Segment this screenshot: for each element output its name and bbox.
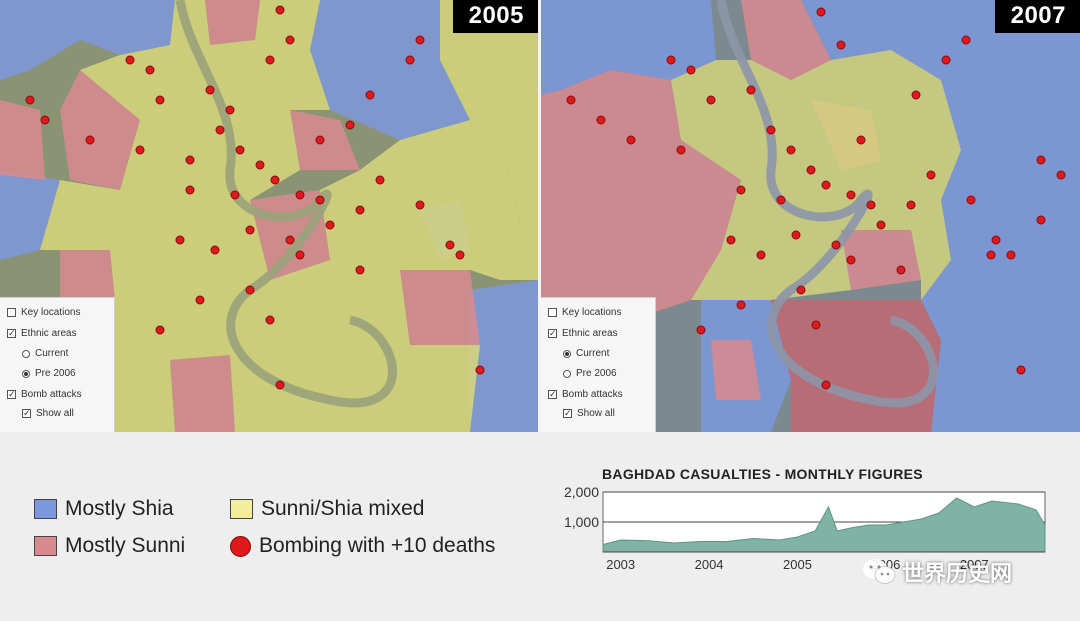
current-radio[interactable] bbox=[22, 349, 30, 358]
current-option[interactable]: Current bbox=[22, 348, 68, 359]
current-label: Current bbox=[35, 348, 69, 359]
year-label: 2005 bbox=[452, 0, 538, 33]
tigris-river bbox=[175, 0, 397, 408]
show-all-checkbox[interactable]: ✓ bbox=[563, 408, 572, 418]
map-2007: 2007 Key locations ✓ Ethnic areas Curren… bbox=[541, 0, 1080, 432]
legend-label-bombing: Bombing with +10 deaths bbox=[259, 534, 496, 557]
mixed-swatch bbox=[230, 499, 253, 519]
show-all-label: Show all bbox=[36, 408, 74, 419]
year-label: 2007 bbox=[994, 0, 1080, 33]
casualties-area bbox=[602, 497, 1046, 553]
ethnic-areas-label: Ethnic areas bbox=[562, 328, 618, 339]
key-locations-toggle[interactable]: Key locations bbox=[7, 307, 80, 318]
map-controls: Key locations ✓ Ethnic areas Current Pre… bbox=[541, 297, 656, 432]
x-tick-label: 2003 bbox=[606, 557, 635, 572]
watermark-text: 世界历史网 bbox=[902, 561, 1013, 586]
ethnic-areas-checkbox[interactable]: ✓ bbox=[548, 328, 557, 338]
chart-title: BAGHDAD CASUALTIES - MONTHLY FIGURES bbox=[602, 466, 923, 482]
bomb-markers-2005 bbox=[25, 5, 485, 390]
pre-2006-option[interactable]: Pre 2006 bbox=[22, 368, 76, 379]
x-tick-label: 2004 bbox=[695, 557, 724, 572]
panel-divider bbox=[538, 0, 541, 432]
bomb-attacks-checkbox[interactable]: ✓ bbox=[548, 389, 557, 399]
bombing-dot-icon bbox=[230, 535, 251, 557]
sunni-area bbox=[60, 70, 140, 190]
legend-item-sunni: Mostly Sunni bbox=[34, 534, 185, 558]
key-locations-toggle[interactable]: Key locations bbox=[548, 307, 621, 318]
current-label: Current bbox=[576, 348, 610, 359]
x-tick-label: 2007 bbox=[960, 557, 989, 572]
x-tick-label: 2005 bbox=[783, 557, 812, 572]
y-tick-label: 2,000 bbox=[564, 484, 599, 500]
bomb-attacks-toggle[interactable]: ✓ Bomb attacks bbox=[7, 389, 82, 400]
key-locations-label: Key locations bbox=[21, 307, 81, 318]
shia-area bbox=[0, 0, 175, 80]
sunni-area bbox=[170, 355, 235, 432]
show-all-toggle[interactable]: ✓ Show all bbox=[22, 408, 74, 419]
legend-label-sunni: Mostly Sunni bbox=[65, 534, 186, 557]
show-all-label: Show all bbox=[577, 408, 615, 419]
watermark: 世界历史网 bbox=[862, 556, 1012, 588]
sunni-area bbox=[711, 340, 761, 400]
current-option[interactable]: Current bbox=[563, 348, 609, 359]
bomb-attacks-label: Bomb attacks bbox=[562, 389, 623, 400]
legend-label-mixed: Sunni/Shia mixed bbox=[261, 497, 425, 520]
shia-area bbox=[310, 0, 470, 140]
mixed-area bbox=[671, 50, 961, 300]
key-locations-checkbox[interactable] bbox=[548, 308, 557, 317]
mixed-area bbox=[40, 0, 520, 432]
ethnic-areas-toggle[interactable]: ✓ Ethnic areas bbox=[548, 328, 618, 339]
wechat-icon bbox=[863, 559, 896, 584]
current-radio[interactable] bbox=[563, 349, 571, 358]
pre-2006-option[interactable]: Pre 2006 bbox=[563, 368, 617, 379]
ethnic-areas-checkbox[interactable]: ✓ bbox=[7, 328, 16, 338]
y-tick-label: 1,000 bbox=[564, 514, 599, 530]
sunni-area bbox=[290, 110, 360, 170]
ethnic-areas-toggle[interactable]: ✓ Ethnic areas bbox=[7, 328, 77, 339]
legend-item-bombing: Bombing with +10 deaths bbox=[230, 534, 495, 558]
bomb-attacks-toggle[interactable]: ✓ Bomb attacks bbox=[548, 389, 623, 400]
map-controls: Key locations ✓ Ethnic areas Current Pre… bbox=[0, 297, 115, 432]
pre-2006-radio[interactable] bbox=[563, 369, 571, 378]
shia-swatch bbox=[34, 499, 57, 519]
shia-area bbox=[470, 280, 538, 432]
sunni-area bbox=[60, 250, 115, 300]
baghdad-map-2007 bbox=[541, 0, 1080, 432]
ethnic-areas-label: Ethnic areas bbox=[21, 328, 77, 339]
bomb-attacks-checkbox[interactable]: ✓ bbox=[7, 389, 16, 399]
shia-area bbox=[0, 170, 60, 260]
bomb-markers-2007 bbox=[566, 7, 1066, 390]
tigris-river bbox=[716, 0, 938, 408]
map-legend: Mostly Shia Mostly Sunni Sunni/Shia mixe… bbox=[34, 490, 554, 570]
bomb-attacks-label: Bomb attacks bbox=[21, 389, 82, 400]
sunni-area bbox=[400, 270, 480, 345]
sunni-area bbox=[0, 100, 45, 180]
legend-item-mixed: Sunni/Shia mixed bbox=[230, 497, 424, 521]
show-all-toggle[interactable]: ✓ Show all bbox=[563, 408, 615, 419]
legend-label-shia: Mostly Shia bbox=[65, 497, 174, 520]
sunni-area bbox=[541, 70, 741, 320]
sunni-area bbox=[205, 0, 260, 45]
key-locations-label: Key locations bbox=[562, 307, 622, 318]
mixed-area bbox=[440, 0, 538, 280]
shia-area bbox=[801, 0, 1080, 432]
legend-item-shia: Mostly Shia bbox=[34, 497, 174, 521]
sunni-area bbox=[841, 230, 921, 290]
sunni-area bbox=[741, 0, 831, 80]
pre-2006-label: Pre 2006 bbox=[35, 368, 76, 379]
sunni-swatch bbox=[34, 536, 57, 556]
pre-2006-radio[interactable] bbox=[22, 369, 30, 378]
baghdad-map-2005 bbox=[0, 0, 538, 432]
shia-area bbox=[541, 0, 716, 95]
show-all-checkbox[interactable]: ✓ bbox=[22, 408, 31, 418]
pre-2006-label: Pre 2006 bbox=[576, 368, 617, 379]
map-2005: 2005 Key locations ✓ Ethnic areas Curren… bbox=[0, 0, 538, 432]
key-locations-checkbox[interactable] bbox=[7, 308, 16, 317]
